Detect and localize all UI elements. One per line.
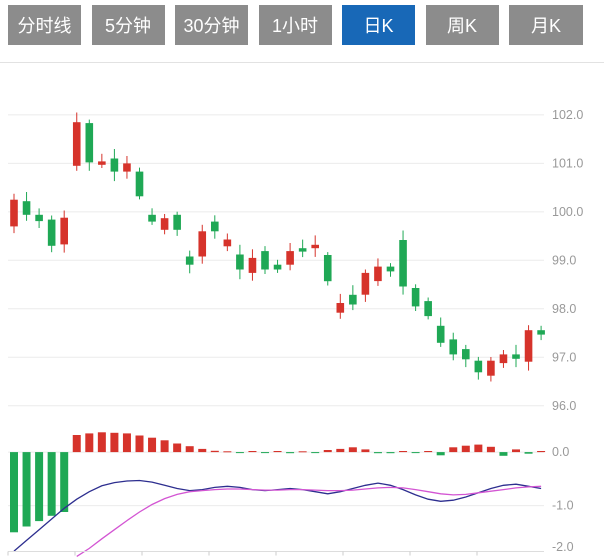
svg-text:-1.0: -1.0 — [552, 499, 574, 513]
svg-text:100.0: 100.0 — [552, 205, 583, 219]
svg-text:98.0: 98.0 — [552, 302, 576, 316]
svg-text:101.0: 101.0 — [552, 156, 583, 170]
svg-text:97.0: 97.0 — [552, 350, 576, 364]
svg-text:102.0: 102.0 — [552, 108, 583, 122]
svg-text:0.0: 0.0 — [552, 445, 569, 459]
svg-text:99.0: 99.0 — [552, 253, 576, 267]
svg-text:96.0: 96.0 — [552, 399, 576, 413]
svg-text:-2.0: -2.0 — [552, 540, 574, 554]
